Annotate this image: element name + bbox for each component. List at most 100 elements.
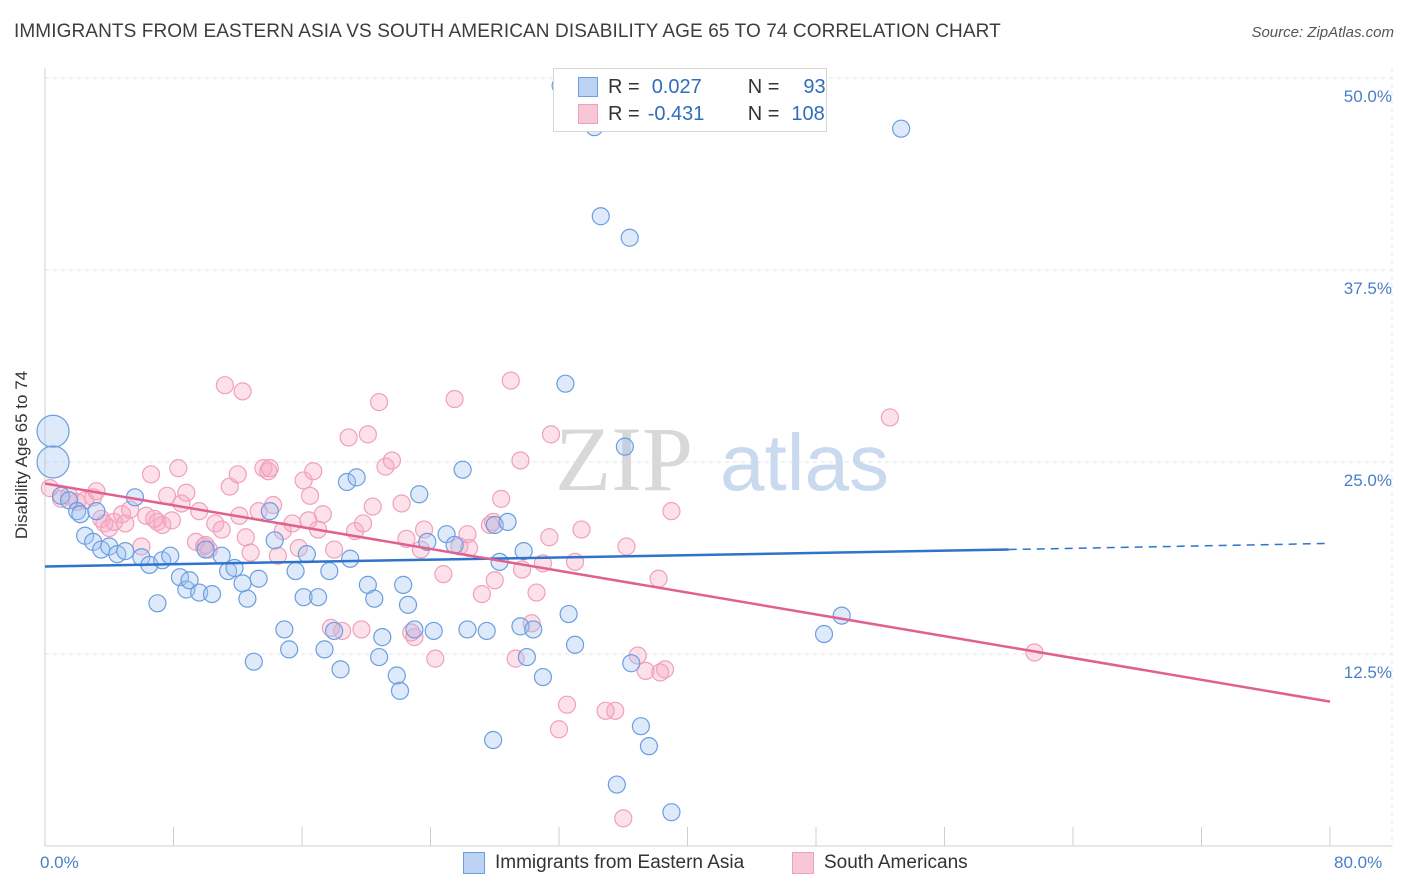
point-eastern-asia: [87, 502, 106, 521]
point-eastern-asia: [662, 803, 681, 822]
point-south-americans: [162, 511, 181, 530]
point-eastern-asia: [477, 621, 496, 641]
point-eastern-asia: [341, 549, 360, 568]
point-south-americans: [169, 459, 188, 478]
point-south-americans: [540, 528, 559, 547]
series-swatch-pink: [792, 852, 814, 874]
point-south-americans: [501, 371, 520, 390]
legend-r-value: -0.431: [647, 102, 705, 125]
series-legend-eastern-asia: Immigrants from Eastern Asia: [463, 852, 744, 874]
point-south-americans: [557, 695, 577, 714]
point-south-americans: [325, 540, 344, 559]
point-eastern-asia: [365, 589, 384, 608]
point-south-americans: [636, 661, 655, 680]
watermark: ZIP atlas: [555, 408, 889, 510]
point-eastern-asia: [202, 584, 222, 604]
point-eastern-asia: [405, 620, 424, 639]
point-eastern-asia: [260, 502, 279, 521]
series-label-south-americans: South Americans: [824, 852, 968, 873]
point-south-americans: [254, 459, 273, 478]
point-eastern-asia: [533, 667, 553, 687]
legend-swatch-pink: [578, 104, 598, 124]
point-south-americans: [215, 376, 234, 395]
legend-n-value: 108: [791, 102, 825, 125]
point-eastern-asia: [331, 660, 350, 679]
point-eastern-asia: [297, 545, 316, 564]
point-south-americans: [352, 620, 371, 639]
point-south-americans: [313, 505, 332, 524]
point-eastern-asia: [418, 532, 437, 551]
point-south-americans: [662, 502, 681, 521]
watermark-atlas: atlas: [720, 418, 889, 507]
x-tick-label-max: 80.0%: [1334, 853, 1383, 872]
point-eastern-asia: [484, 730, 503, 750]
point-south-americans: [606, 701, 625, 720]
series-legend-south-americans: South Americans: [792, 852, 968, 874]
y-tick-label: 37.5%: [1343, 279, 1392, 298]
series-swatch-blue: [463, 852, 485, 874]
point-south-americans: [402, 623, 421, 642]
legend-r-label: R =: [608, 102, 640, 125]
legend-r-label: R =: [608, 75, 640, 98]
trendline-eastern-asia-extension: [1008, 542, 1331, 551]
point-eastern-asia: [320, 561, 339, 581]
point-eastern-asia: [458, 620, 477, 639]
point-eastern-asia: [524, 620, 543, 639]
legend-row-south-americans: R = -0.431 N = 108: [554, 100, 825, 128]
chart-title: IMMIGRANTS FROM EASTERN ASIA VS SOUTH AM…: [14, 21, 1001, 42]
point-eastern-asia: [424, 621, 443, 641]
legend-n-value: 93: [803, 75, 826, 98]
point-eastern-asia: [212, 546, 231, 565]
point-south-americans: [480, 515, 500, 535]
point-eastern-asia: [280, 640, 299, 659]
point-south-americans: [485, 571, 504, 590]
legend-n-label: N =: [747, 75, 780, 98]
point-eastern-asia: [325, 621, 344, 641]
point-eastern-asia: [591, 207, 610, 226]
point-eastern-asia: [337, 472, 357, 492]
y-tick-label: 50.0%: [1343, 87, 1392, 106]
point-eastern-asia: [196, 540, 215, 559]
point-south-americans: [484, 512, 503, 532]
point-south-americans: [339, 428, 358, 447]
point-eastern-asia: [71, 505, 90, 524]
point-south-americans: [511, 451, 530, 470]
series-legend: Immigrants from Eastern Asia South Ameri…: [0, 852, 1406, 878]
point-south-americans: [304, 462, 323, 481]
x-tick-label-min: 0.0%: [40, 853, 79, 872]
point-eastern-asia: [410, 485, 429, 504]
point-south-americans: [617, 537, 636, 556]
point-eastern-asia: [390, 681, 410, 700]
correlation-legend: R = 0.027 N = 93 R = -0.431 N = 108: [553, 68, 827, 132]
y-tick-label: 12.5%: [1343, 663, 1392, 682]
point-south-americans: [649, 569, 668, 588]
point-eastern-asia: [498, 512, 517, 532]
point-south-americans: [294, 471, 313, 490]
y-tick-label: 25.0%: [1343, 471, 1392, 490]
point-south-americans: [363, 497, 382, 516]
point-south-americans: [655, 660, 675, 679]
point-eastern-asia: [453, 460, 472, 479]
point-south-americans: [434, 565, 453, 584]
point-south-americans: [472, 584, 491, 604]
point-eastern-asia: [814, 624, 834, 644]
point-eastern-asia: [233, 574, 252, 593]
point-south-americans: [259, 462, 278, 481]
point-south-americans: [353, 514, 373, 533]
watermark-zip: ZIP: [555, 408, 693, 510]
point-south-americans: [382, 451, 402, 470]
point-south-americans: [260, 459, 279, 478]
point-eastern-asia: [244, 652, 263, 671]
point-south-americans: [241, 543, 260, 562]
point-eastern-asia: [631, 717, 651, 736]
point-south-americans: [236, 528, 255, 547]
point-south-americans: [572, 520, 591, 539]
point-eastern-asia: [622, 654, 641, 673]
point-south-americans: [233, 382, 252, 401]
point-south-americans: [268, 546, 288, 565]
point-south-americans: [145, 509, 164, 528]
y-axis-label: Disability Age 65 to 74: [12, 370, 31, 540]
point-eastern-asia: [370, 647, 389, 667]
point-eastern-asia: [373, 628, 392, 647]
point-eastern-asia: [116, 541, 135, 561]
